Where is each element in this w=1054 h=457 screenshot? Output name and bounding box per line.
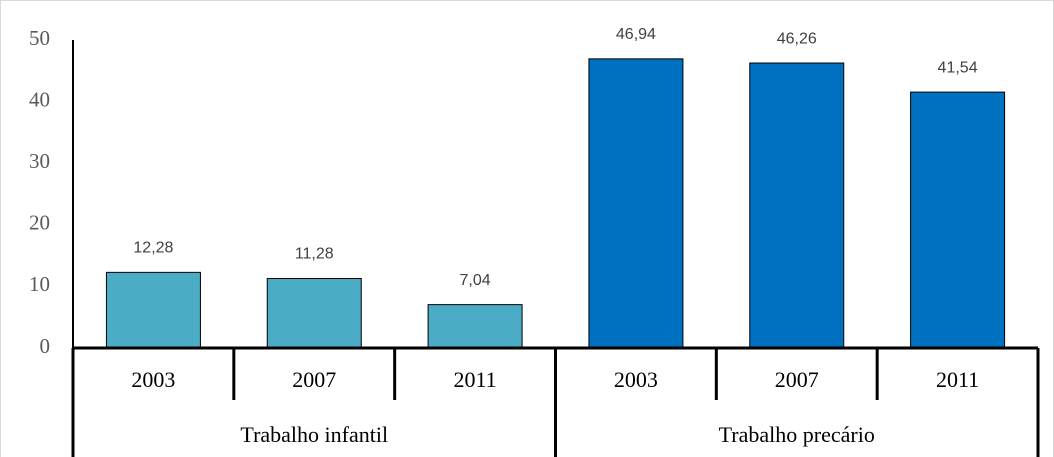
group-label: Trabalho precário bbox=[719, 422, 875, 447]
bar bbox=[749, 62, 845, 349]
bar bbox=[427, 304, 523, 349]
x-tick-label: 2007 bbox=[775, 367, 819, 392]
y-tick-label: 30 bbox=[29, 149, 50, 173]
x-tick-label: 2003 bbox=[614, 367, 658, 392]
bar bbox=[266, 278, 362, 349]
value-label: 46,94 bbox=[616, 26, 656, 43]
value-label: 46,26 bbox=[777, 30, 817, 47]
y-tick-label: 40 bbox=[29, 87, 50, 111]
value-label: 11,28 bbox=[295, 246, 334, 263]
x-tick-label: 2011 bbox=[453, 367, 496, 392]
value-label: 12,28 bbox=[133, 240, 173, 257]
bar bbox=[105, 271, 201, 349]
y-tick-label: 10 bbox=[29, 272, 50, 296]
bar bbox=[588, 58, 684, 349]
group-label: Trabalho infantil bbox=[240, 422, 388, 447]
y-tick-label: 0 bbox=[40, 334, 51, 358]
value-label: 41,54 bbox=[938, 59, 978, 76]
x-tick-label: 2003 bbox=[131, 367, 175, 392]
bar bbox=[910, 91, 1006, 349]
x-tick-label: 2007 bbox=[292, 367, 336, 392]
value-label: 7,04 bbox=[460, 272, 491, 289]
y-tick-label: 50 bbox=[29, 26, 50, 50]
y-tick-label: 20 bbox=[29, 211, 50, 235]
x-tick-label: 2011 bbox=[936, 367, 979, 392]
